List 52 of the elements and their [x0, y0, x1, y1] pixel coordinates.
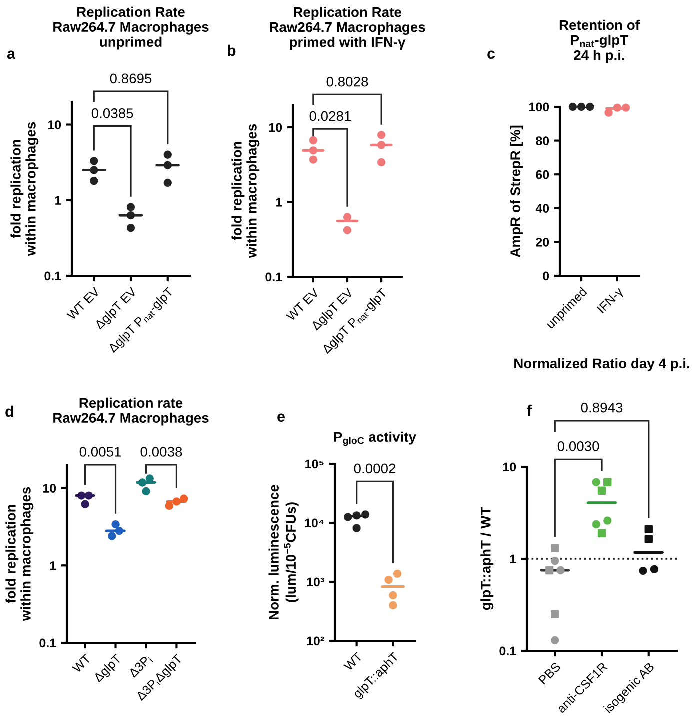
y-tick-label: 0.1 [500, 646, 516, 656]
text: b [228, 44, 236, 56]
y-tick-label: 10 [503, 462, 516, 472]
y-tick-label: 60 [536, 170, 550, 180]
y-tick-label: 0 [543, 272, 550, 281]
y-tick-label: 1 [510, 554, 516, 564]
y-tick-label: 10² [307, 636, 324, 646]
chart-title: Retention of P$_{nat}$-glpT 24 h p.i. [560, 20, 640, 64]
chart-title: Replication Rate Raw264.7 Macrophages primed with IFN-γ [270, 7, 426, 50]
text: 0.0030 [558, 442, 600, 452]
y-tick-label: 10⁵ [306, 460, 324, 469]
chart-title: P$_{gloC}$ activity [334, 432, 416, 446]
annotation: 0.0002 [354, 464, 396, 474]
y-axis-title: fold replication within macrophages [10, 122, 39, 256]
x-tick-label: WT EV [66, 286, 100, 321]
y-tick-label: 10⁴ [305, 518, 324, 528]
text: a [7, 50, 16, 60]
annotation: 0.0385 [92, 108, 134, 118]
y-axis-title: glpT::aphT / WT [480, 507, 494, 610]
y-tick-label: 0.1 [266, 272, 282, 282]
y-tick-label: 10³ [307, 578, 324, 587]
y-axis-title: fold replication within macrophages [232, 124, 260, 258]
chart-title: Normalized Ratio day 4 p.i. [514, 358, 690, 372]
text: d [6, 406, 14, 418]
y-tick-label: 0.1 [44, 272, 62, 281]
text: c [488, 50, 496, 60]
y-tick-label: 1 [50, 562, 56, 570]
y-tick-label: 1 [55, 196, 62, 205]
y-tick-label: 10 [269, 123, 282, 132]
y-axis-title: AmpR of StrepR [%] [510, 126, 524, 258]
annotation: 0.0281 [310, 111, 352, 122]
text: 0.8695 [110, 74, 152, 84]
y-tick-label: 10 [48, 120, 62, 130]
y-tick-label: 20 [536, 238, 550, 247]
y-axis-title: Norm. luminescence (lum/10$^{−5}$CFUs) [268, 485, 299, 620]
y-tick-label: 100 [530, 102, 550, 112]
chart-title: Replication rate Raw264.7 Macrophages [54, 398, 209, 426]
y-tick-label: 80 [536, 136, 550, 146]
text: 0.0038 [140, 447, 182, 457]
y-tick-label: 0.1 [40, 638, 56, 648]
text: e [278, 414, 285, 422]
text: 0.8028 [326, 76, 368, 87]
text: 0.0051 [80, 447, 122, 457]
chart-title: Replication Rate Raw264.7 Macrophages unprimed [54, 6, 209, 50]
y-axis-title: fold replication within macrophages [6, 487, 34, 622]
x-tick-label: WT [72, 654, 92, 674]
text: 0.8943 [581, 402, 623, 413]
y-tick-label: 10 [43, 484, 56, 493]
y-tick-label: 40 [536, 204, 550, 214]
y-tick-label: 1 [276, 198, 282, 207]
text: f [527, 404, 532, 416]
x-tick-label: Δ3P$_{i}$ [128, 654, 154, 680]
